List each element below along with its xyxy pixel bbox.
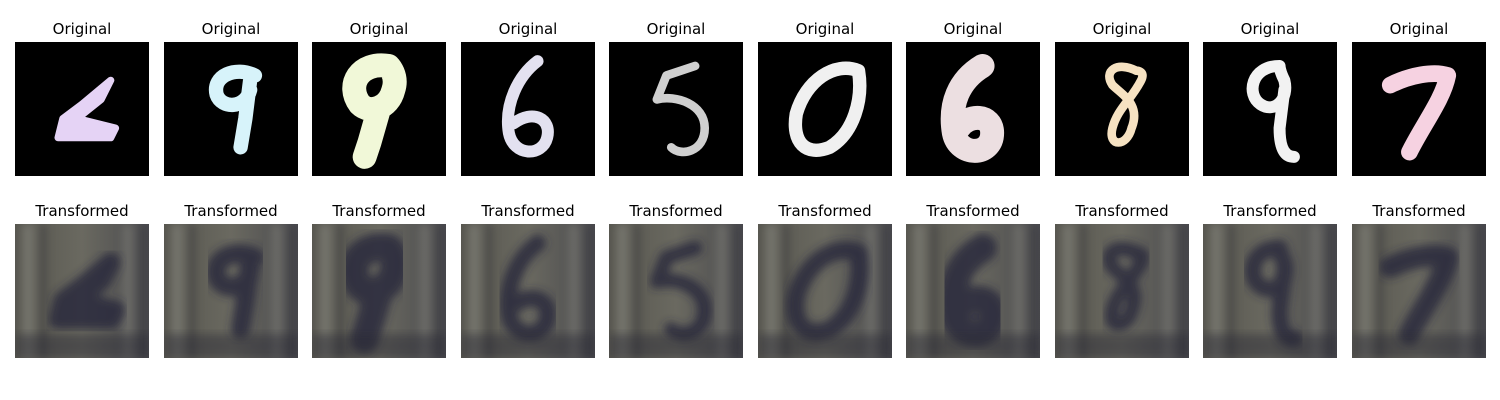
transformed-panel-title: Transformed [35, 202, 129, 220]
original-digit-image [164, 42, 298, 176]
transformed-digit-image [312, 224, 446, 358]
transformed-digit-image [1203, 224, 1337, 358]
transformed-digit-image [609, 224, 743, 358]
original-digit-image [609, 42, 743, 176]
original-panel-title: Original [52, 20, 112, 38]
original-panel-title: Original [646, 20, 706, 38]
original-panel-title: Original [1092, 20, 1152, 38]
original-digit-image [461, 42, 595, 176]
original-digit-image [758, 42, 892, 176]
original-digit-image [312, 42, 446, 176]
original-panel-title: Original [498, 20, 558, 38]
transformed-panel-title: Transformed [332, 202, 426, 220]
transformed-digit-image [461, 224, 595, 358]
transformed-panel-title: Transformed [926, 202, 1020, 220]
original-panel-title: Original [943, 20, 1003, 38]
transformed-panel-title: Transformed [778, 202, 872, 220]
transformed-panel-title: Transformed [1223, 202, 1317, 220]
transformed-digit-image [1352, 224, 1486, 358]
original-digit-image [1352, 42, 1486, 176]
original-digit-image [15, 42, 149, 176]
original-panel-title: Original [1389, 20, 1449, 38]
transformed-digit-image [906, 224, 1040, 358]
original-panel-title: Original [349, 20, 409, 38]
original-digit-image [1055, 42, 1189, 176]
transformed-digit-image [758, 224, 892, 358]
transformed-digit-image [1055, 224, 1189, 358]
original-panel-title: Original [201, 20, 261, 38]
original-digit-image [906, 42, 1040, 176]
original-digit-image [1203, 42, 1337, 176]
transformed-digit-image [164, 224, 298, 358]
transformed-panel-title: Transformed [184, 202, 278, 220]
transformed-panel-title: Transformed [629, 202, 723, 220]
original-panel-title: Original [795, 20, 855, 38]
transformed-panel-title: Transformed [1372, 202, 1466, 220]
transformed-digit-image [15, 224, 149, 358]
original-panel-title: Original [1240, 20, 1300, 38]
transformed-panel-title: Transformed [481, 202, 575, 220]
transformed-panel-title: Transformed [1075, 202, 1169, 220]
